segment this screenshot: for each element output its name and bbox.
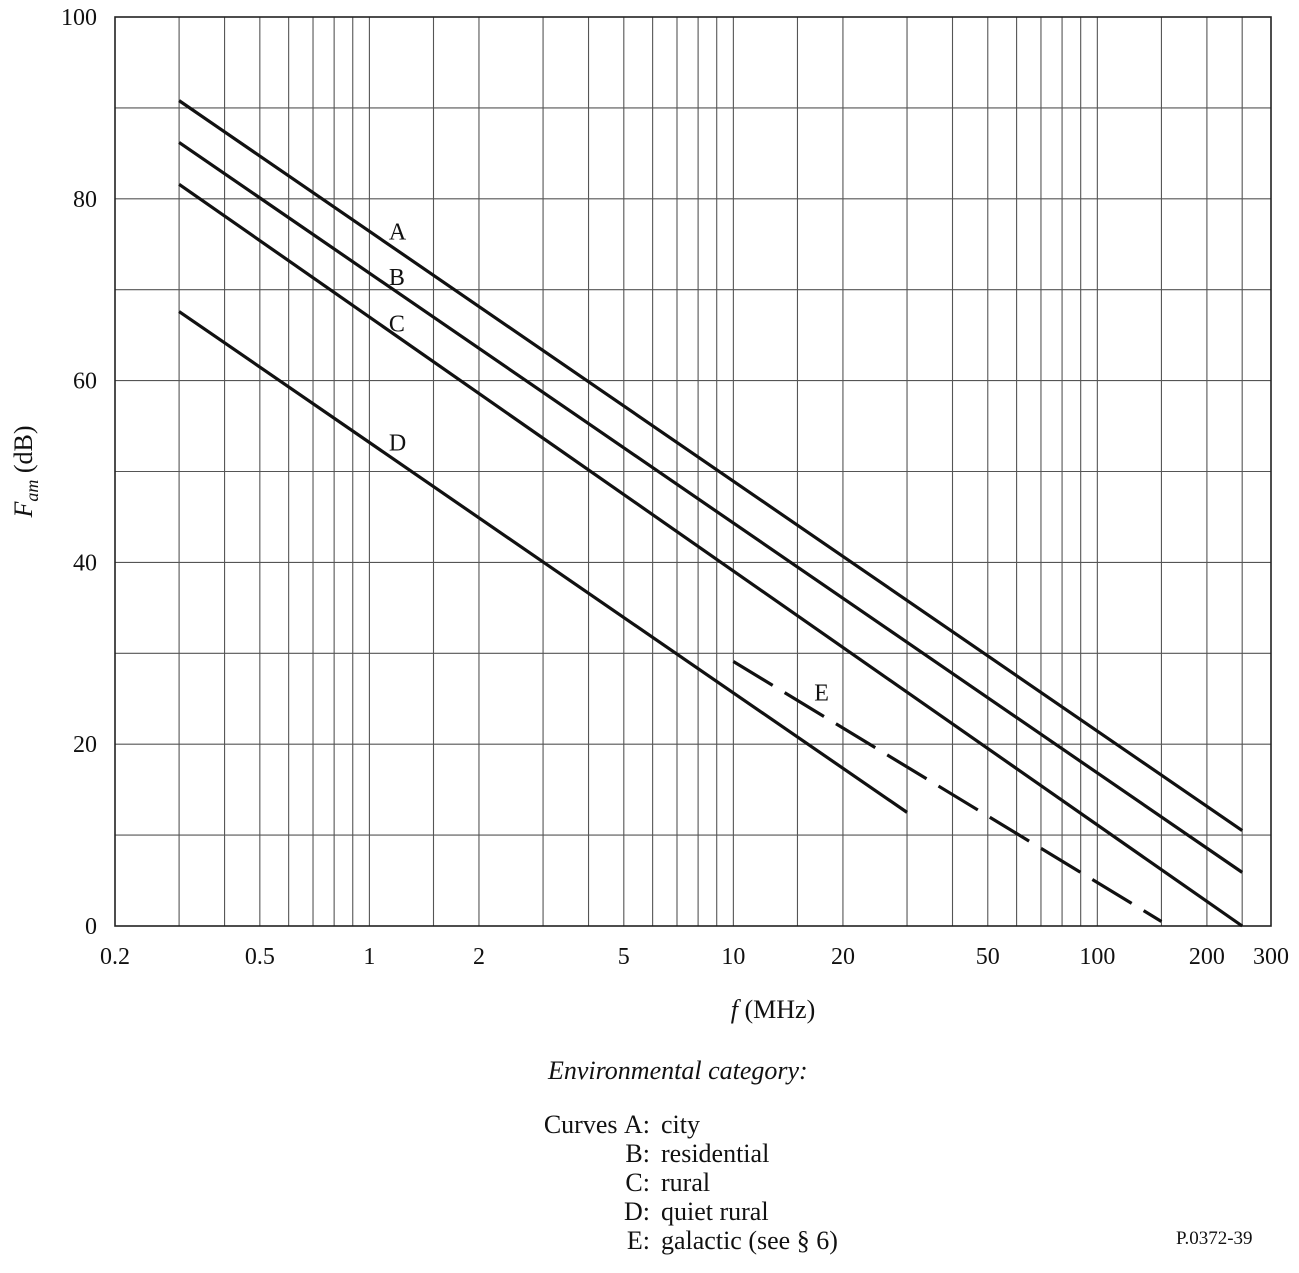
legend-item-a: Curves A: — [0, 1110, 650, 1140]
x-tick-label: 2 — [473, 944, 485, 970]
legend-prefix: Curves — [543, 1110, 618, 1139]
tick-labels: 0.2 0.5 1 2 5 10 20 50 100 200 300 0 20 40 60 80 100 — [61, 5, 1289, 970]
plot-frame — [114, 16, 1272, 927]
legend-item-b: B: — [0, 1139, 650, 1169]
x-tick-label: 200 — [1189, 944, 1225, 970]
legend-text-e: galactic (see § 6) — [661, 1226, 838, 1255]
legend-key-e: E: — [626, 1226, 650, 1255]
x-tick-label: 10 — [721, 944, 745, 970]
x-tick-label: 0.5 — [245, 944, 275, 970]
x-tick-label: 1 — [363, 944, 375, 970]
series-line-c — [178, 182, 1244, 928]
legend-key-d: D: — [624, 1197, 650, 1226]
series-line-b — [178, 141, 1244, 874]
chart-plot: 0.2 0.5 1 2 5 10 20 50 100 200 300 0 20 40 60 80 100 ABC… — [9, 5, 1289, 1024]
legend-text-b: residential — [661, 1139, 770, 1168]
legend-item-d: D: — [0, 1197, 650, 1227]
y-axis-title-unit: (dB) — [9, 425, 38, 479]
y-axis-title: Fam (dB) — [9, 425, 42, 518]
legend-key-b: B: — [625, 1139, 650, 1168]
y-tick-label: 60 — [73, 369, 97, 395]
x-tick-label: 0.2 — [100, 944, 130, 970]
series-line-d — [178, 310, 908, 814]
x-axis-title-unit: (MHz) — [738, 995, 815, 1024]
legend-text-d: quiet rural — [661, 1197, 769, 1226]
x-tick-label: 5 — [618, 944, 630, 970]
y-tick-label: 80 — [73, 187, 97, 213]
curve-label-b: B — [389, 265, 405, 291]
legend-text-a: city — [661, 1110, 700, 1139]
series-layer — [178, 99, 1244, 928]
grid — [115, 17, 1271, 926]
x-tick-label: 50 — [976, 944, 1000, 970]
legend-key-c: C: — [625, 1168, 650, 1197]
y-tick-label: 40 — [73, 550, 97, 576]
figure-id: P.0372-39 — [1176, 1228, 1253, 1249]
curve-label-d: D — [389, 431, 406, 457]
y-axis-title-symbol: F — [9, 501, 38, 519]
x-axis-title: f (MHz) — [731, 995, 816, 1024]
y-tick-label: 0 — [85, 914, 97, 940]
legend-key-a: A: — [624, 1110, 650, 1139]
series-line-e — [732, 660, 1163, 923]
curve-label-c: C — [389, 311, 405, 337]
legend-item-e: E: — [0, 1226, 650, 1256]
legend-title: Environmental category: — [548, 1056, 808, 1085]
x-tick-label: 20 — [831, 944, 855, 970]
curve-label-a: A — [389, 220, 407, 246]
y-axis-title-subscript: am — [22, 480, 42, 502]
x-tick-label: 300 — [1253, 944, 1289, 970]
legend-text-c: rural — [661, 1168, 711, 1197]
curve-label-e: E — [814, 680, 829, 706]
x-tick-label: 100 — [1079, 944, 1115, 970]
x-axis-title-symbol: f — [731, 995, 742, 1024]
curve-labels: ABC D E — [389, 220, 829, 707]
y-tick-label: 100 — [61, 5, 97, 31]
series-line-a — [178, 99, 1244, 832]
legend-row-lead: Curves A: — [544, 1110, 650, 1140]
legend-item-c: C: — [0, 1168, 650, 1198]
y-tick-label: 20 — [73, 732, 97, 758]
